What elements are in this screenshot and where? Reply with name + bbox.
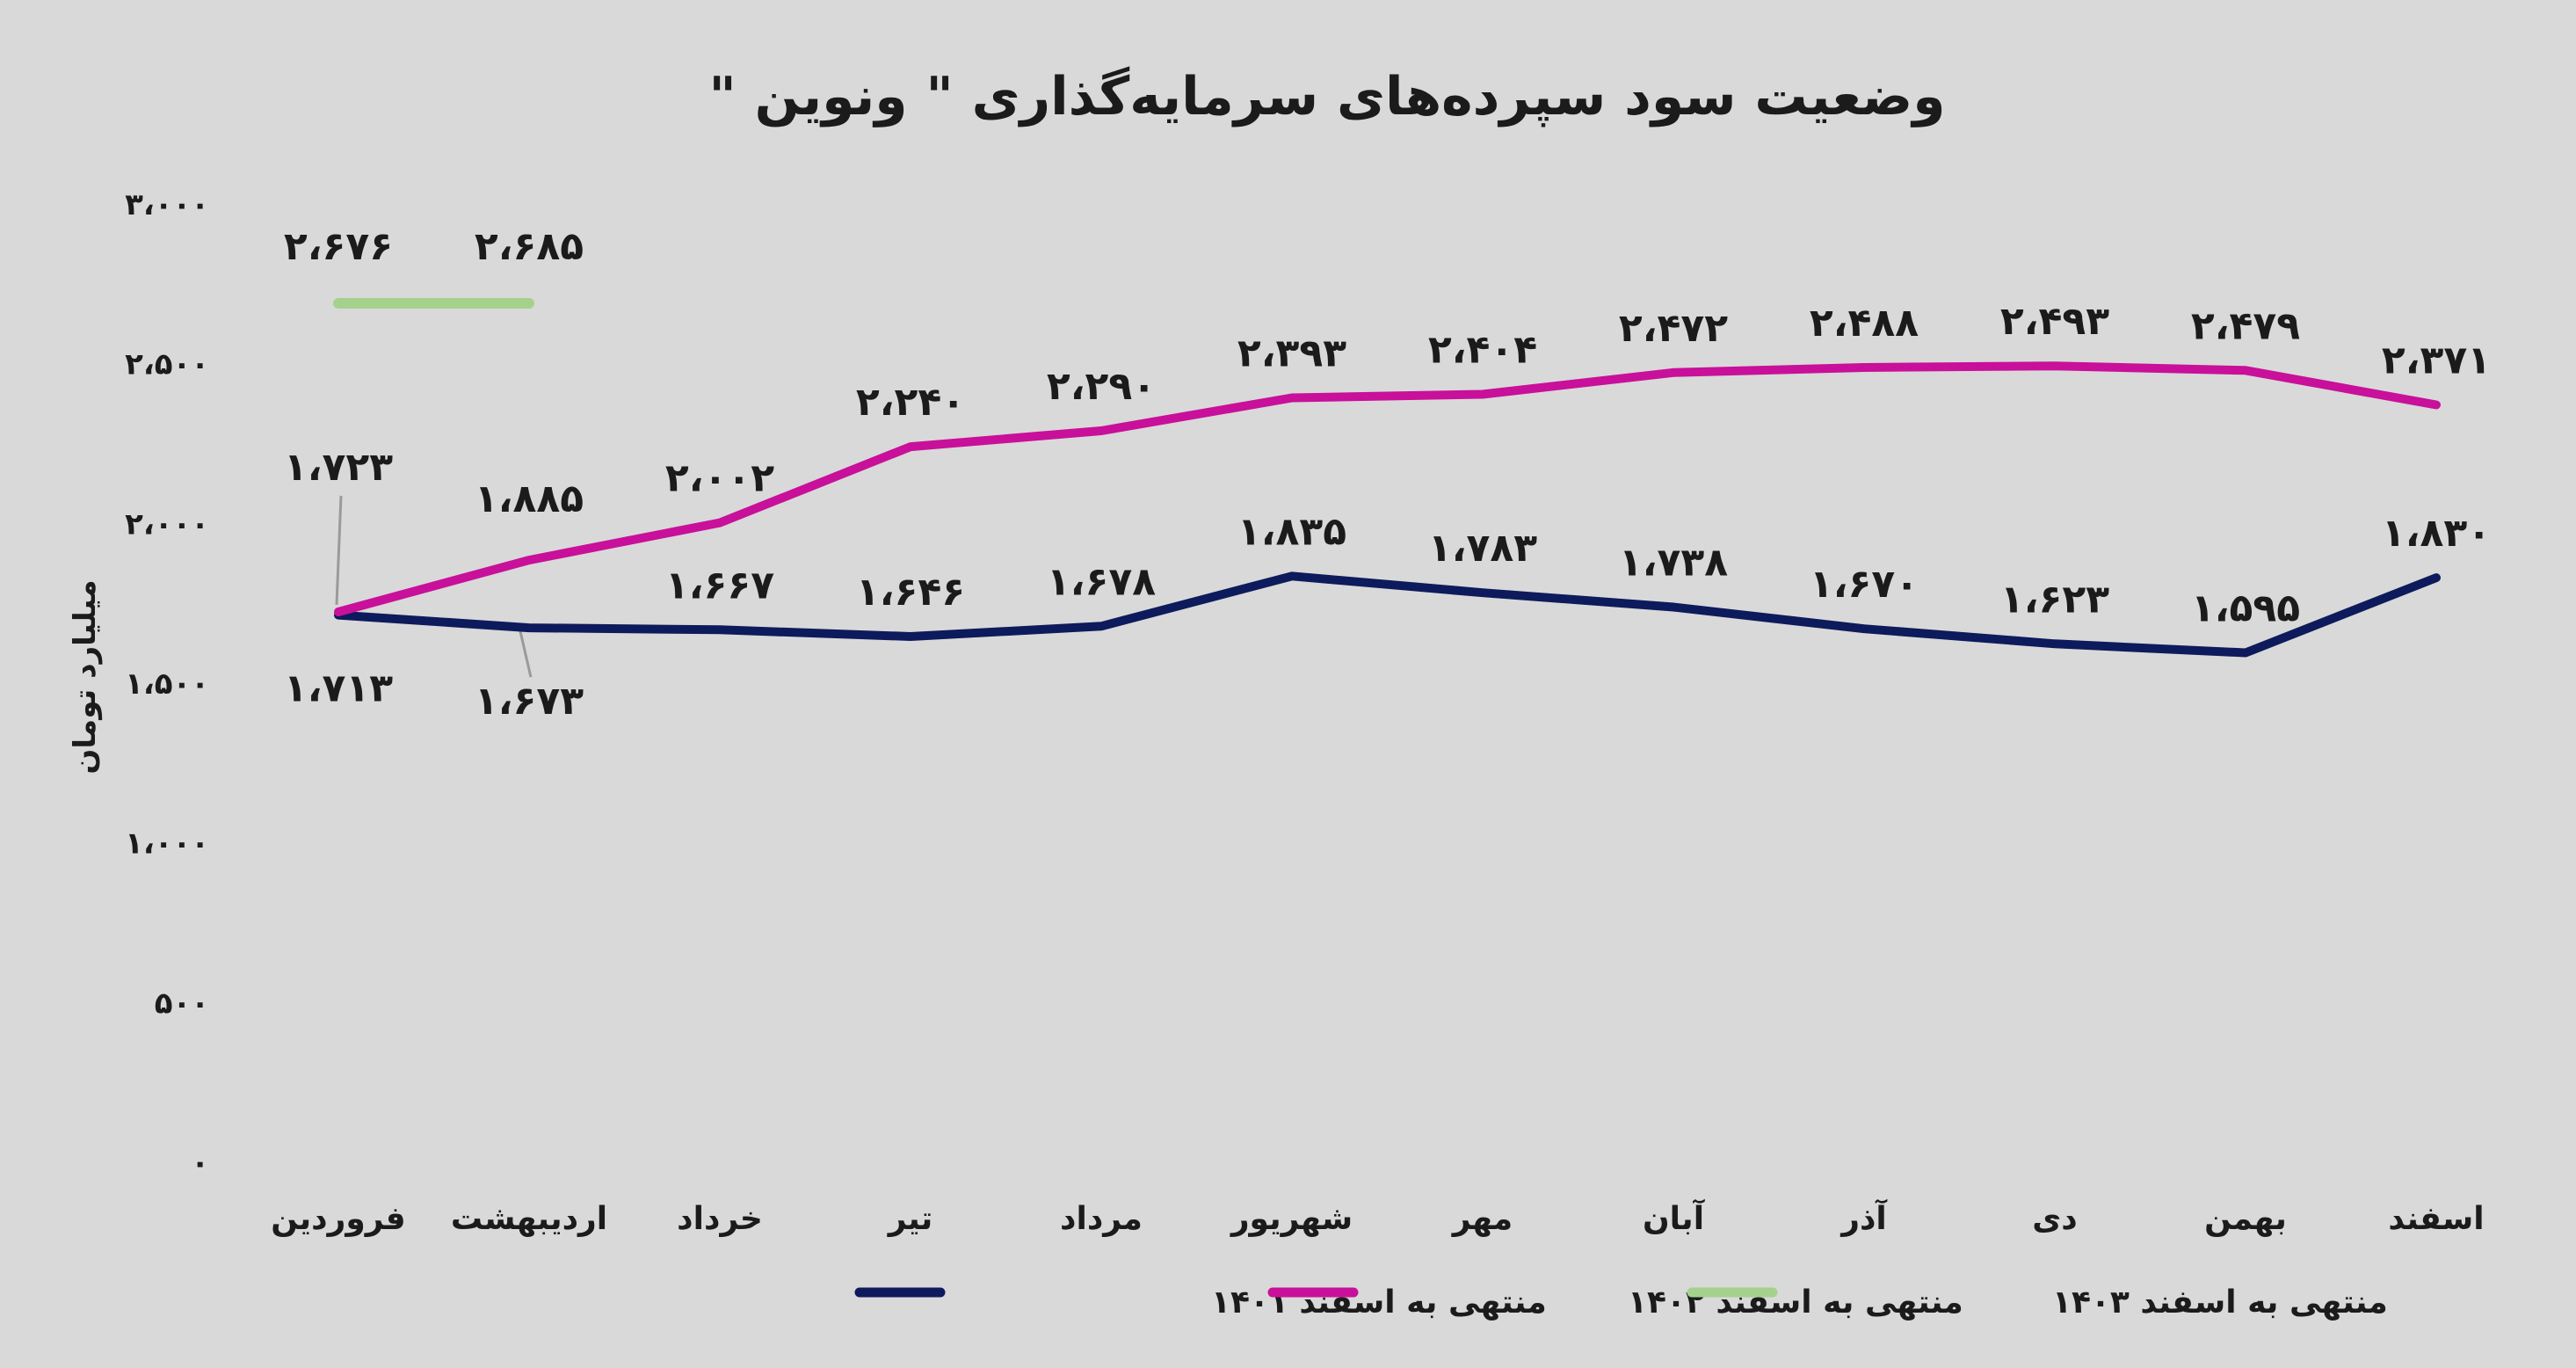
x-tick-label: فروردین: [271, 1201, 405, 1237]
legend-label: منتهی به اسفند ۱۴۰۲: [1628, 1284, 1963, 1321]
data-label-1402: ۲،۳۹۳: [1237, 331, 1346, 376]
data-label-1402: ۲،۴۰۴: [1428, 328, 1537, 373]
data-label-1401: ۱،۶۷۰: [1810, 562, 1919, 607]
x-tick-label: خرداد: [677, 1201, 763, 1237]
x-tick-label: آبان: [1643, 1198, 1706, 1237]
x-tick-label: اردیبهشت: [451, 1201, 607, 1237]
data-label-1401: ۱،۸۳۰: [2382, 511, 2491, 556]
data-label-1402: ۲،۴۹۳: [2000, 299, 2109, 344]
x-tick-label: مرداد: [1060, 1201, 1143, 1237]
data-label-1403: ۲،۶۸۵: [475, 224, 584, 269]
legend-label: منتهی به اسفند ۱۴۰۱: [1211, 1284, 1547, 1321]
label-leader-lines: [335, 495, 533, 678]
y-tick-label: ۳،۰۰۰: [125, 187, 209, 222]
x-tick-label: اسفند: [2388, 1201, 2484, 1237]
x-tick-label: دی: [2032, 1201, 2077, 1237]
data-labels: ۲،۶۷۶ ۲،۶۸۵ ۱،۷۲۳ ۱،۷۱۳ ۱،۸۸۵ ۱،۶۷۳ ۲،۰۰۲ ۱،۶۶۷…: [284, 224, 2491, 724]
data-label-1402: ۲،۲۴۰: [856, 380, 965, 425]
data-label-1402: ۲،۴۸۸: [1810, 301, 1919, 346]
series-lines: [333, 298, 2441, 658]
legend: منتهی به اسفند ۱۴۰۱ منتهی به اسفند ۱۴۰۲ من…: [854, 1284, 2388, 1321]
data-label-1401: ۱،۶۲۳: [2000, 577, 2109, 622]
y-axis-ticks: ۰ ۵۰۰ ۱،۰۰۰ ۱،۵۰۰ ۲،۰۰۰ ۲،۵۰۰ ۳،۰۰۰: [125, 187, 209, 1181]
data-label-1402: ۱،۷۲۳: [284, 445, 393, 490]
y-tick-label: ۱،۵۰۰: [125, 666, 209, 702]
x-tick-label: شهریور: [1230, 1201, 1353, 1237]
x-tick-label: مهر: [1451, 1201, 1513, 1237]
y-tick-label: ۵۰۰: [155, 986, 209, 1021]
data-label-1402: ۲،۴۷۲: [1619, 306, 1728, 351]
data-label-1402: ۲،۰۰۲: [665, 456, 774, 501]
y-tick-label: ۲،۵۰۰: [125, 347, 209, 382]
data-label-1401: ۱،۷۳۸: [1619, 541, 1728, 586]
data-label-1401: ۱،۶۴۶: [856, 570, 965, 615]
leader-line: [519, 630, 533, 678]
data-label-1401: ۱،۵۹۵: [2191, 586, 2300, 630]
data-label-1401: ۱،۸۳۵: [1237, 509, 1346, 554]
data-label-1401: ۱،۶۷۸: [1047, 559, 1156, 604]
series-1402-line: [334, 361, 2441, 616]
data-label-1401: ۱،۶۷۳: [475, 679, 584, 724]
series-1401-line: [334, 571, 2441, 658]
data-label-1403: ۲،۶۷۶: [284, 224, 393, 269]
y-tick-label: ۲،۰۰۰: [125, 506, 209, 542]
data-label-1402: ۲،۲۹۰: [1047, 364, 1156, 409]
data-label-1401: ۱،۶۶۷: [665, 563, 774, 608]
x-tick-label: تیر: [887, 1201, 933, 1237]
data-label-1402: ۲،۴۷۹: [2191, 303, 2300, 348]
leader-line: [335, 495, 343, 606]
x-axis-ticks: فروردین اردیبهشت خرداد تیر مرداد شهریور مهر آبا…: [271, 1198, 2484, 1237]
data-label-1401: ۱،۷۱۳: [284, 666, 393, 711]
y-tick-label: ۱،۰۰۰: [125, 826, 209, 862]
y-axis-label: میلیارد تومان: [68, 579, 103, 774]
x-tick-label: آذر: [1839, 1198, 1888, 1237]
data-label-1402: ۲،۳۷۱: [2382, 338, 2491, 383]
x-tick-label: بهمن: [2204, 1201, 2287, 1237]
chart-title: وضعیت سود سپرده‌های سرمایه‌گذاری " ونوین…: [708, 66, 1945, 127]
legend-label: منتهی به اسفند ۱۴۰۳: [2052, 1284, 2388, 1321]
data-label-1402: ۱،۸۸۵: [475, 477, 584, 521]
data-label-1401: ۱،۷۸۳: [1428, 526, 1537, 571]
y-tick-label: ۰: [191, 1146, 209, 1181]
